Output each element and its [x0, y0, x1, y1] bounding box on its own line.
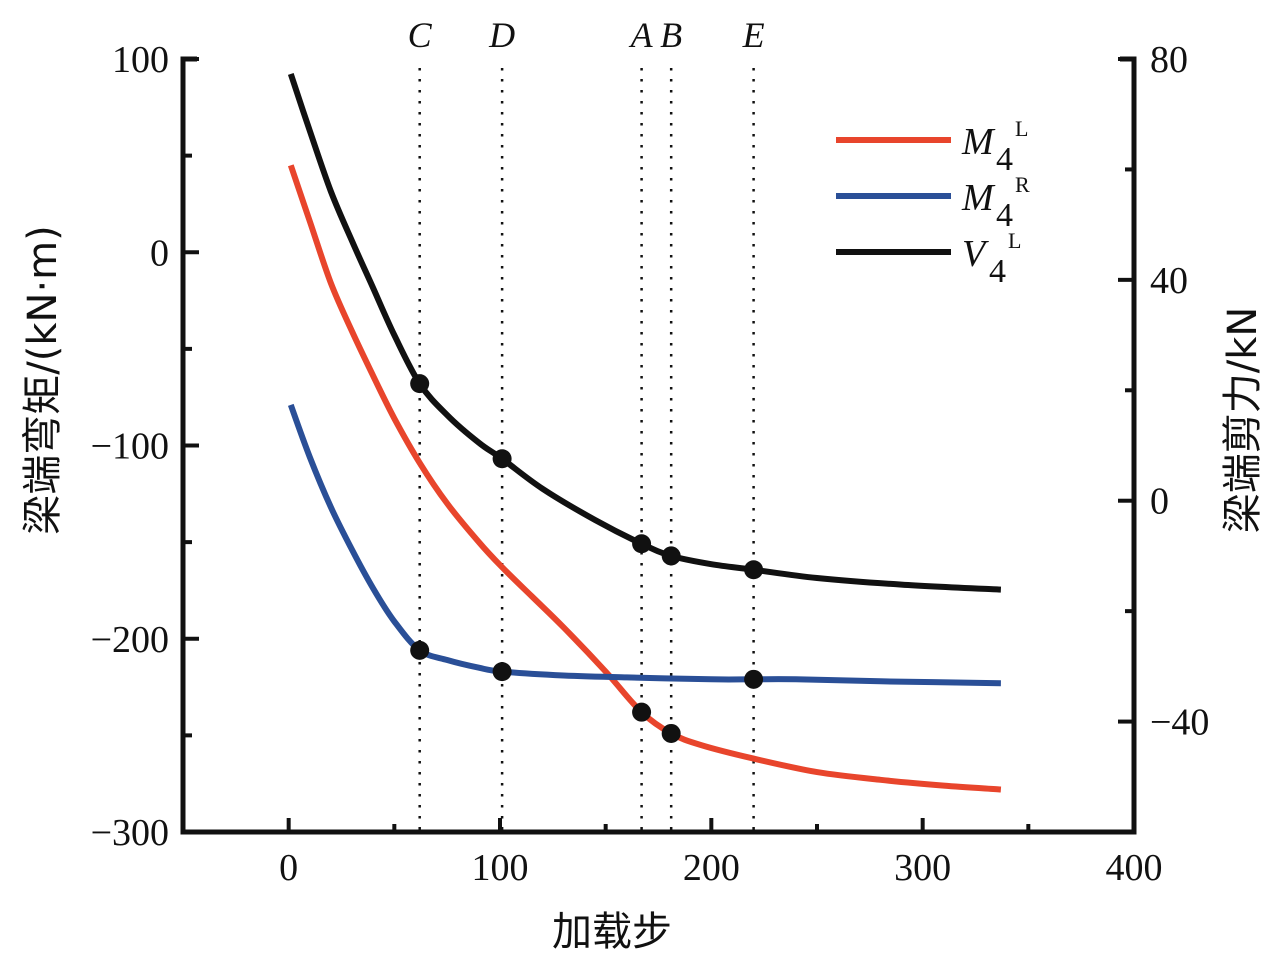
- legend-superscript: R: [1015, 172, 1030, 197]
- x-tick-label: 300: [894, 847, 951, 889]
- data-marker-m4r: [492, 662, 512, 682]
- legend-symbol: M: [961, 177, 996, 219]
- y-left-tick-label: 100: [112, 39, 169, 81]
- x-tick-label: 0: [279, 847, 298, 889]
- x-tick-label: 400: [1106, 847, 1163, 889]
- legend-superscript: L: [1008, 228, 1021, 253]
- legend-subscript: 4: [989, 253, 1006, 290]
- legend-item-v4l: V 4L: [836, 228, 1021, 290]
- legend-item-m4l: M 4L: [836, 116, 1028, 178]
- data-marker-m4l: [632, 702, 652, 722]
- data-marker-m4l: [661, 723, 681, 743]
- y-left-tick-label: −300: [91, 812, 169, 854]
- legend-subscript: 4: [996, 141, 1013, 178]
- data-marker-v4l: [492, 449, 512, 469]
- data-marker-m4r: [410, 640, 430, 660]
- y-axis-right-title: 梁端剪力/kN: [1220, 307, 1266, 534]
- stage-label-d: D: [488, 15, 515, 55]
- series-layer: [287, 72, 1002, 793]
- series-line-v4l: [287, 72, 1002, 593]
- legend: M 4LM 4RV 4L: [836, 116, 1030, 290]
- y-right-tick-label: 0: [1150, 481, 1169, 523]
- legend-superscript: L: [1015, 116, 1028, 141]
- series-line-m4l: [287, 164, 1002, 793]
- y-right-tick-label: −40: [1150, 702, 1209, 744]
- stage-label-a: A: [629, 15, 654, 55]
- y-left-tick-label: −200: [91, 619, 169, 661]
- data-marker-v4l: [410, 374, 430, 394]
- stage-label-b: B: [660, 15, 682, 55]
- y-left-tick-label: −100: [91, 426, 169, 468]
- y-right-tick-label: 80: [1150, 39, 1188, 81]
- y-left-tick-label: 0: [150, 232, 169, 274]
- y-axis-left-title: 梁端弯矩/(kN·m): [20, 225, 66, 534]
- legend-symbol: M: [961, 121, 996, 163]
- data-marker-m4r: [744, 669, 764, 689]
- stage-marker-lines: [418, 68, 755, 832]
- series-line-m4r: [287, 403, 1001, 687]
- data-marker-v4l: [632, 534, 652, 554]
- stage-label-c: C: [408, 15, 433, 55]
- x-tick-label: 100: [472, 847, 529, 889]
- axis-ticks: [183, 57, 1136, 834]
- data-markers: [410, 374, 764, 743]
- data-marker-v4l: [661, 546, 681, 566]
- legend-symbol: V: [962, 233, 989, 275]
- x-tick-label: 200: [683, 847, 740, 889]
- data-marker-v4l: [744, 560, 764, 580]
- stage-label-e: E: [742, 15, 765, 55]
- legend-subscript: 4: [996, 197, 1013, 234]
- y-right-tick-label: 40: [1150, 260, 1188, 302]
- legend-item-m4r: M 4R: [836, 172, 1030, 234]
- x-axis-title: 加载步: [552, 909, 672, 955]
